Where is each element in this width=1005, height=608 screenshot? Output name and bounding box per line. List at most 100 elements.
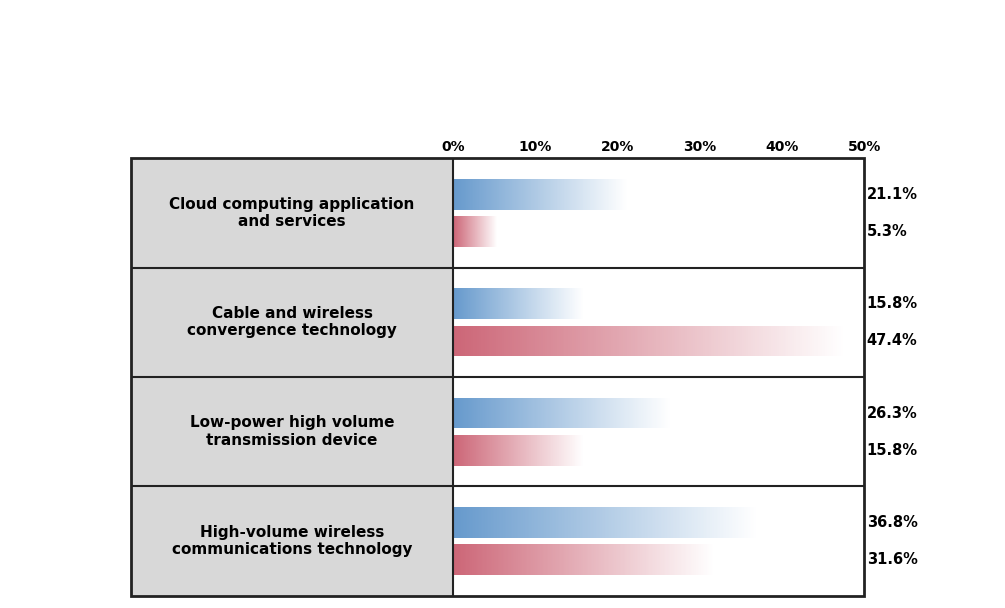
Text: 31.6%: 31.6% xyxy=(866,552,918,567)
Bar xyxy=(464,398,465,429)
Bar xyxy=(705,507,706,538)
Bar xyxy=(512,544,514,575)
Bar xyxy=(651,398,652,429)
Bar xyxy=(596,507,597,538)
Bar xyxy=(505,544,506,575)
Bar xyxy=(512,398,513,429)
Bar xyxy=(590,325,592,356)
Bar xyxy=(475,325,476,356)
Bar xyxy=(623,398,624,429)
Bar xyxy=(636,325,638,356)
Bar xyxy=(454,544,456,575)
Bar xyxy=(519,507,520,538)
Bar xyxy=(633,398,634,429)
Bar xyxy=(568,398,569,429)
Bar xyxy=(488,398,489,429)
Bar xyxy=(567,325,569,356)
Bar xyxy=(615,398,617,429)
Bar xyxy=(816,325,818,356)
Bar xyxy=(465,507,467,538)
Bar xyxy=(661,398,662,429)
Bar xyxy=(498,325,500,356)
Bar xyxy=(548,398,549,429)
Bar xyxy=(519,398,520,429)
Bar xyxy=(553,398,554,429)
Bar xyxy=(656,398,657,429)
Bar xyxy=(489,398,490,429)
Bar xyxy=(465,325,467,356)
Bar xyxy=(617,544,618,575)
Bar xyxy=(505,398,506,429)
Bar xyxy=(501,507,504,538)
Bar xyxy=(714,507,715,538)
Bar xyxy=(687,507,689,538)
Bar xyxy=(757,325,759,356)
Bar xyxy=(465,398,466,429)
Bar xyxy=(458,398,459,429)
Bar xyxy=(553,507,555,538)
Bar xyxy=(829,325,831,356)
Bar xyxy=(666,544,667,575)
Bar xyxy=(698,325,700,356)
Bar xyxy=(696,544,697,575)
Bar xyxy=(485,398,487,429)
Bar xyxy=(586,325,588,356)
Bar xyxy=(818,325,819,356)
Bar xyxy=(617,507,618,538)
Bar xyxy=(683,544,684,575)
Bar xyxy=(559,325,561,356)
Bar xyxy=(581,544,582,575)
Bar xyxy=(500,544,501,575)
Bar xyxy=(689,507,690,538)
Bar xyxy=(679,325,681,356)
Bar xyxy=(528,507,529,538)
Bar xyxy=(560,544,561,575)
Bar xyxy=(502,398,504,429)
Bar xyxy=(725,325,726,356)
Bar xyxy=(589,398,590,429)
Bar xyxy=(621,398,622,429)
Bar xyxy=(837,325,839,356)
Bar xyxy=(623,544,625,575)
Bar xyxy=(572,325,574,356)
Bar xyxy=(474,398,475,429)
Bar xyxy=(673,325,675,356)
Bar xyxy=(524,398,525,429)
Bar xyxy=(453,544,454,575)
Bar xyxy=(711,544,712,575)
Bar xyxy=(658,544,660,575)
Bar xyxy=(543,398,545,429)
Bar xyxy=(671,325,673,356)
Bar xyxy=(521,544,523,575)
Bar xyxy=(629,544,630,575)
Bar xyxy=(788,325,790,356)
Bar xyxy=(601,325,603,356)
Bar xyxy=(489,544,491,575)
Bar xyxy=(586,398,588,429)
Bar xyxy=(728,325,730,356)
Bar xyxy=(453,268,864,377)
Bar xyxy=(554,544,555,575)
Bar xyxy=(765,325,767,356)
Bar xyxy=(665,325,667,356)
Bar xyxy=(640,325,642,356)
Bar xyxy=(534,398,535,429)
Bar xyxy=(706,507,708,538)
Bar xyxy=(546,398,547,429)
Bar xyxy=(579,507,581,538)
Bar xyxy=(605,325,607,356)
Bar xyxy=(696,507,698,538)
Bar xyxy=(742,325,744,356)
Bar xyxy=(575,507,576,538)
Bar xyxy=(626,544,627,575)
Bar xyxy=(752,507,753,538)
Bar xyxy=(488,544,489,575)
Bar xyxy=(573,544,574,575)
Bar xyxy=(587,544,589,575)
Bar xyxy=(625,544,626,575)
Bar xyxy=(712,507,714,538)
Bar xyxy=(619,325,621,356)
Bar xyxy=(539,398,540,429)
Bar xyxy=(486,325,488,356)
Bar xyxy=(651,507,653,538)
